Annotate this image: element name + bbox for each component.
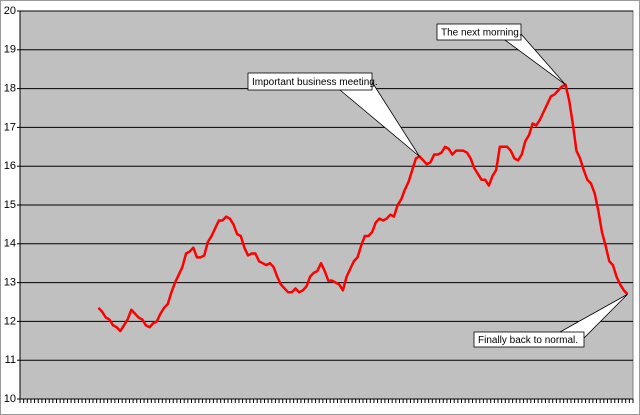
callout-seam [437, 24, 521, 40]
callout-seam [248, 73, 372, 90]
data-line [97, 83, 629, 333]
y-tick-label: 20 [4, 5, 16, 17]
callout-seam [474, 332, 584, 347]
annotation: The next morning. [441, 28, 522, 39]
y-tick-label: 16 [4, 160, 16, 172]
y-tick-label: 17 [4, 121, 16, 133]
y-tick-label: 12 [4, 315, 16, 327]
y-tick-label: 13 [4, 277, 16, 289]
annotation: Finally back to normal. [478, 335, 578, 346]
y-tick-label: 11 [5, 354, 16, 366]
y-tick-label: 14 [4, 238, 16, 250]
annotation: Important business meeting. [252, 77, 378, 88]
y-tick-label: 15 [4, 199, 16, 211]
y-tick-label: 18 [4, 83, 16, 95]
y-tick-label: 19 [4, 44, 16, 56]
y-tick-label: 10 [4, 393, 16, 405]
